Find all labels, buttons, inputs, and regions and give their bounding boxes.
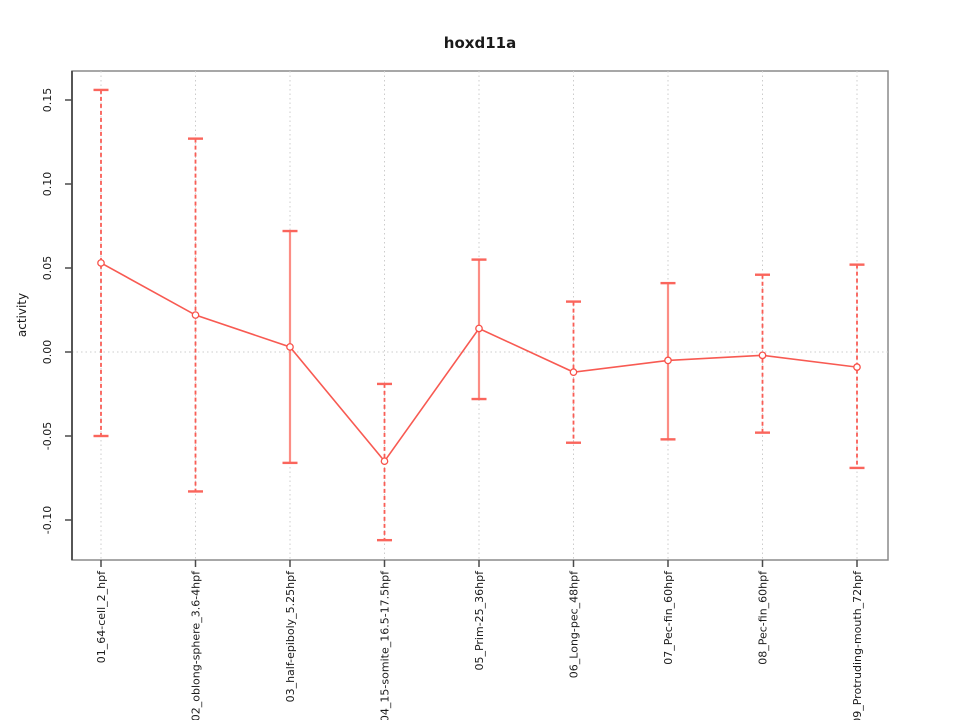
y-tick-label: 0.05 bbox=[41, 256, 54, 281]
x-category-label: 01_64-cell_2_hpf bbox=[95, 570, 108, 663]
x-category-label: 08_Pec-fin_60hpf bbox=[757, 570, 770, 665]
y-tick-label: -0.10 bbox=[41, 506, 54, 534]
chart-title: hoxd11a bbox=[444, 34, 516, 52]
x-category-label: 02_oblong-sphere_3.6-4hpf bbox=[190, 570, 203, 720]
x-category-label: 04_15-somite_16.5-17.5hpf bbox=[379, 570, 392, 720]
x-category-label: 09_Protruding-mouth_72hpf bbox=[851, 570, 864, 720]
y-axis-label: activity bbox=[15, 293, 29, 337]
data-point-marker bbox=[97, 259, 105, 267]
axes-and-ticks bbox=[65, 71, 858, 567]
data-point-marker bbox=[475, 324, 483, 333]
x-category-label: 05_Prim-25_36hpf bbox=[473, 570, 486, 671]
y-tick-label: 0.10 bbox=[41, 172, 54, 197]
x-category-label: 06_Long-pec_48hpf bbox=[568, 570, 581, 678]
y-tick-label: 0.00 bbox=[41, 340, 54, 365]
data-point-marker bbox=[569, 368, 578, 377]
data-point-marker bbox=[664, 356, 672, 365]
data-point-marker bbox=[853, 363, 861, 371]
data-point-marker bbox=[758, 351, 767, 360]
y-tick-label: -0.05 bbox=[41, 422, 54, 450]
data-point-marker bbox=[380, 457, 389, 466]
x-category-label: 03_half-epiboly_5.25hpf bbox=[284, 570, 297, 703]
error-bar-series bbox=[93, 88, 865, 542]
data-point-marker bbox=[191, 311, 200, 319]
data-point-marker bbox=[286, 343, 294, 351]
x-category-label: 07_Pec-fin_60hpf bbox=[662, 570, 675, 665]
tick-labels: -0.10 -0.05 0.00 0.05 0.10 0.15 01_64-cell_2_h… bbox=[41, 88, 864, 720]
y-tick-label: 0.15 bbox=[41, 88, 54, 113]
